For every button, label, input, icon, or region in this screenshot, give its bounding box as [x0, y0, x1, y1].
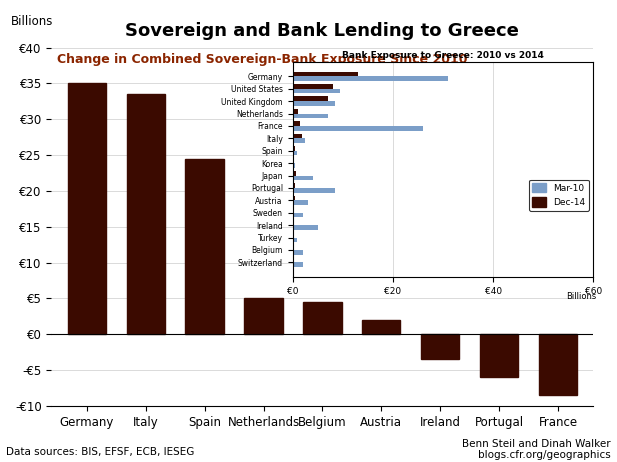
Bar	[244, 298, 283, 334]
Bar	[480, 334, 518, 377]
Bar	[421, 334, 460, 359]
Bar	[539, 334, 577, 395]
Text: Change in Combined Sovereign-Bank Exposure Since 2010: Change in Combined Sovereign-Bank Exposu…	[57, 53, 468, 66]
Text: blogs.cfr.org/geographics: blogs.cfr.org/geographics	[478, 450, 611, 460]
Bar	[68, 83, 106, 334]
Bar	[362, 320, 400, 334]
Bar	[126, 94, 165, 334]
Title: Sovereign and Bank Lending to Greece: Sovereign and Bank Lending to Greece	[125, 23, 520, 41]
Text: Benn Steil and Dinah Walker: Benn Steil and Dinah Walker	[462, 439, 611, 449]
Bar	[304, 302, 342, 334]
Text: Billions: Billions	[11, 15, 53, 28]
Bar	[186, 158, 224, 334]
Text: Data sources: BIS, EFSF, ECB, IESEG: Data sources: BIS, EFSF, ECB, IESEG	[6, 447, 194, 457]
